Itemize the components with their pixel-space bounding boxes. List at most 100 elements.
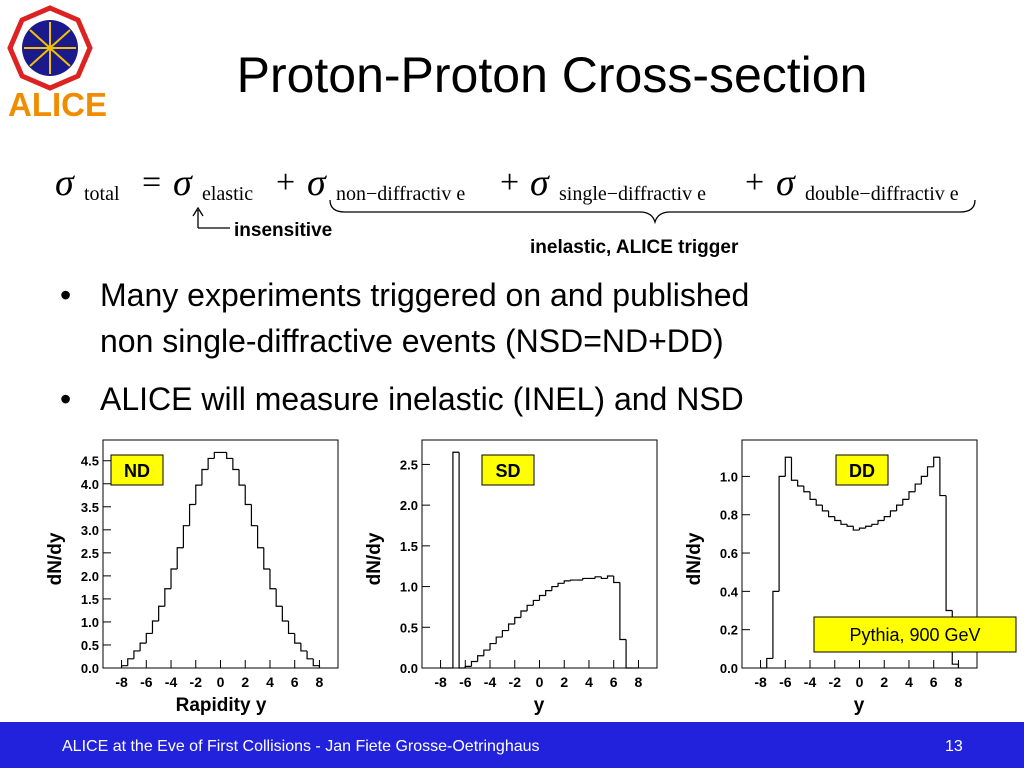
x-tick-label: -4	[804, 674, 817, 690]
histogram-bin	[238, 469, 246, 486]
histogram-bin	[600, 576, 608, 580]
y-tick-label: 0.0	[81, 661, 99, 676]
tag-label: SD	[495, 461, 520, 481]
histogram-bin	[257, 525, 264, 549]
histogram-bin	[784, 456, 792, 477]
y-tick-label: 0.5	[81, 638, 99, 653]
histogram-bin	[889, 510, 897, 517]
annotation-box	[813, 616, 1017, 653]
operator: +	[276, 164, 295, 201]
histogram-bin	[778, 475, 786, 592]
tag-box	[835, 454, 889, 486]
histogram-bin	[877, 519, 885, 525]
histogram-bin	[294, 633, 301, 644]
histogram-bin	[551, 585, 559, 591]
histogram-bin	[858, 527, 866, 531]
y-tick-label: 1.0	[81, 615, 99, 630]
bullet-text: ALICE will measure inelastic (INEL) and …	[100, 381, 744, 417]
histogram-bin	[507, 623, 515, 631]
histogram-bin	[538, 594, 546, 601]
histogram-bin	[939, 457, 947, 497]
histogram-bin	[281, 606, 289, 622]
histogram-bin	[501, 629, 509, 638]
plot-frame	[421, 439, 658, 669]
histogram-bin	[908, 491, 916, 500]
histogram-bin	[871, 523, 879, 527]
arrow	[192, 206, 230, 229]
x-tick-label: -2	[509, 674, 522, 690]
chart: -8 -6 -4 -2 0 2 4 6 8 0.0 0.5 1.0 1.5 2.0 2.5 y dN/dy SD	[364, 439, 658, 716]
histogram-bin	[176, 547, 184, 569]
y-tick-label: 4.5	[81, 454, 99, 469]
sigma: σ	[173, 162, 193, 204]
histogram-bin	[483, 649, 491, 656]
histogram-bin	[945, 495, 953, 612]
histogram-bin	[526, 604, 534, 611]
y-tick-label: 0.8	[720, 508, 738, 523]
y-axis-label: dN/dy	[45, 532, 66, 585]
subscript: non−diffractiv e	[336, 183, 465, 205]
x-tick-label: 8	[316, 674, 324, 690]
histogram-bin	[287, 621, 295, 635]
histogram-bin	[563, 580, 571, 584]
histogram-bin	[852, 526, 860, 531]
x-tick-label: 2	[880, 674, 888, 690]
annotation: Pythia, 900 GeV	[849, 625, 980, 645]
histogram-bin	[452, 451, 460, 668]
histogram-bin	[840, 520, 848, 525]
logo-star	[24, 22, 76, 74]
histogram-bin	[797, 480, 804, 487]
y-tick-label: 3.5	[81, 500, 99, 515]
x-tick-label: -6	[779, 674, 792, 690]
y-tick-label: 1.0	[400, 580, 418, 595]
x-tick-label: 4	[266, 674, 274, 690]
histogram-bin	[594, 576, 602, 579]
histogram-bin	[569, 579, 577, 581]
histogram-bin	[545, 590, 552, 596]
x-tick-label: 2	[560, 674, 568, 690]
annotation: inelastic, ALICE trigger	[530, 237, 739, 258]
sigma: σ	[55, 162, 75, 204]
histogram-bin	[275, 588, 283, 607]
y-tick-label: 0.6	[720, 546, 738, 561]
histogram-bin	[613, 575, 620, 584]
tag-box	[481, 454, 535, 486]
subscript: single−diffractiv e	[559, 183, 706, 205]
histogram-bin	[914, 483, 922, 492]
y-tick-label: 0.0	[400, 661, 418, 676]
x-tick-label: 6	[291, 674, 299, 690]
x-tick-label: -2	[829, 674, 842, 690]
histogram-bin	[606, 575, 614, 579]
x-tick-label: -6	[459, 674, 472, 690]
annotation: insensitive	[234, 220, 332, 241]
y-tick-label: 1.5	[81, 592, 99, 607]
y-tick-label: 2.5	[400, 457, 418, 472]
histogram-bin	[269, 568, 277, 590]
x-axis-label: y	[534, 695, 545, 716]
chart: -8 -6 -4 -2 0 2 4 6 8 0.0 0.2 0.4 0.6 0.8 1.0 y dN/dy DD P…	[684, 439, 1017, 716]
y-axis-label: dN/dy	[364, 532, 385, 585]
histogram-bin	[920, 475, 928, 485]
histogram-bin	[151, 620, 159, 634]
x-axis-label: Rapidity y	[176, 695, 267, 716]
sigma: σ	[530, 162, 550, 204]
subscript: total	[84, 183, 120, 205]
histogram-bin	[133, 650, 141, 659]
x-tick-label: -6	[140, 674, 153, 690]
histogram-bin	[846, 524, 854, 527]
histogram-bin	[300, 643, 308, 652]
tag-label: DD	[849, 461, 875, 481]
histogram-bin	[815, 499, 823, 506]
x-tick-label: 0	[856, 674, 864, 690]
histogram-bin	[790, 457, 798, 481]
subscript: double−diffractiv e	[805, 183, 959, 205]
histogram-bin	[158, 605, 165, 622]
y-tick-label: 0.2	[720, 623, 738, 638]
bullet-text: non single-diffractive events (NSD=ND+DD…	[100, 323, 724, 359]
histogram-bin	[477, 655, 484, 662]
y-tick-label: 0.4	[720, 584, 739, 599]
x-tick-label: 0	[217, 674, 225, 690]
x-tick-label: -8	[434, 674, 447, 690]
operator: =	[142, 164, 161, 201]
